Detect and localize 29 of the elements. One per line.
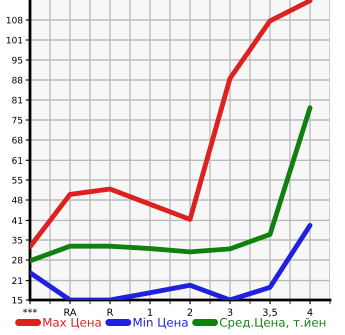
y-tick-label: 61: [12, 157, 22, 164]
y-tick-label: 75: [12, 116, 22, 124]
y-tick-label: 21: [12, 277, 22, 284]
y-tick-label: 35: [12, 236, 22, 244]
legend-label: Сред.Цена, т.йен: [220, 318, 326, 330]
x-tick-label: RA: [64, 308, 76, 316]
y-tick-label: 41: [12, 217, 22, 224]
line-series: [30, 0, 312, 250]
x-tick-label: ***: [23, 308, 37, 313]
y-tick-label: 88: [12, 76, 22, 84]
y-tick-label: 28: [12, 256, 22, 264]
y-tick-label: 15: [12, 296, 22, 304]
x-tick-label: R: [108, 308, 114, 316]
legend-label: Min Цена: [134, 318, 188, 328]
x-tick-label: 4: [307, 308, 313, 316]
line-series: [30, 105, 312, 264]
y-tick-label: 48: [12, 196, 22, 204]
x-tick-label: 3,5: [263, 308, 277, 317]
y-tick-label: 68: [12, 136, 22, 144]
legend-label: Max Цена: [43, 318, 101, 328]
y-tick-label: 95: [12, 56, 22, 64]
x-tick-label: 3: [228, 308, 232, 316]
y-tick-label: 108: [6, 16, 22, 24]
y-tick-label: 101: [6, 36, 22, 44]
x-tick-label: 1: [148, 308, 152, 316]
line-series: [30, 222, 312, 300]
x-tick-label: 2: [188, 308, 192, 316]
y-tick-label: 55: [12, 176, 22, 184]
y-tick-label: 81: [12, 96, 22, 104]
